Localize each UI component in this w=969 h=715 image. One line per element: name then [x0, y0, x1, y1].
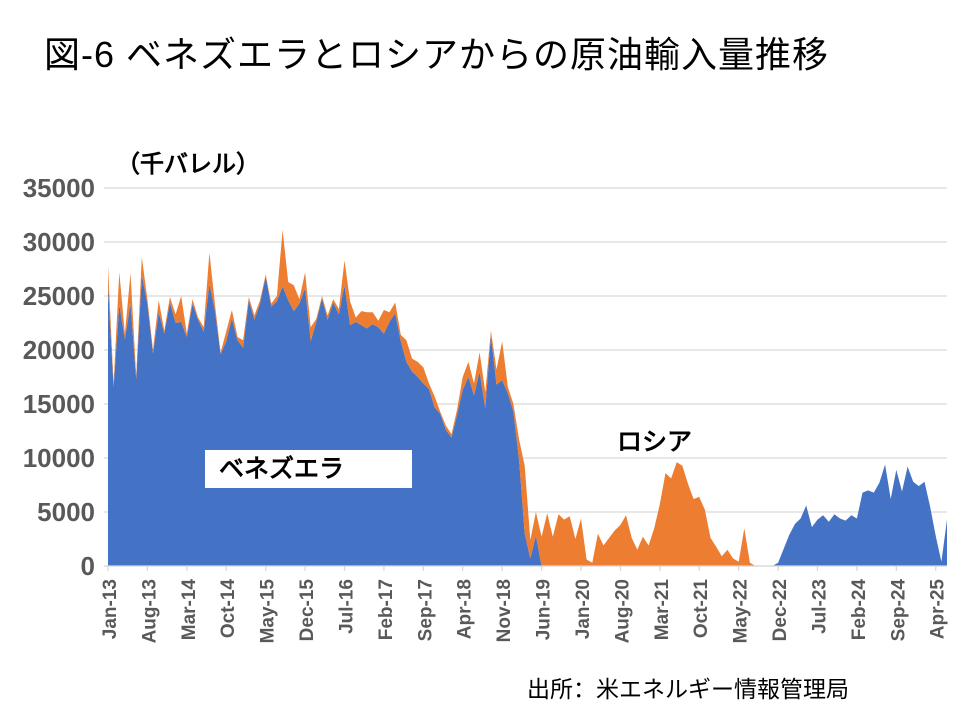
x-tick-label: Mar-21: [652, 579, 673, 641]
y-tick-label: 30000: [23, 227, 95, 257]
x-tick-label: Jul-16: [336, 579, 357, 634]
page-title: 図-6 ベネズエラとロシアからの原油輸入量推移: [44, 34, 830, 75]
series-label-russia: ロシア: [617, 428, 693, 456]
x-axis-ticks: [107, 566, 937, 571]
x-tick-label: Jan-13: [100, 579, 121, 639]
x-axis-tick-labels: Jan-13 Aug-13 Mar-14 Oct-14 May-15 Dec-15 Jul-…: [100, 579, 949, 644]
x-tick-label: Dec-22: [770, 579, 791, 641]
x-tick-label: Feb-24: [849, 579, 870, 641]
x-tick-label: Apr-25: [928, 579, 949, 640]
x-tick-label: May-15: [258, 579, 279, 644]
y-tick-label: 20000: [23, 335, 95, 365]
x-tick-label: Mar-14: [179, 579, 200, 641]
x-tick-label: Jan-20: [573, 579, 594, 639]
y-tick-label: 25000: [23, 281, 95, 311]
x-tick-label: Sep-17: [415, 579, 436, 641]
area-venezuela: [108, 275, 947, 566]
y-tick-label: 5000: [37, 497, 95, 527]
x-tick-label: Sep-24: [888, 579, 909, 642]
area-russia: [108, 230, 947, 566]
y-axis-tick-labels: 0 5000 10000 15000 20000 25000 30000 35000: [23, 173, 95, 581]
x-tick-label: Nov-18: [494, 579, 515, 642]
x-tick-label: Oct-21: [691, 579, 712, 639]
y-tick-label: 15000: [23, 389, 95, 419]
x-tick-label: May-22: [731, 579, 752, 643]
source-note: 出所：米エネルギー情報管理局: [527, 676, 849, 702]
x-tick-label: Dec-15: [297, 579, 318, 642]
x-tick-label: Aug-13: [139, 579, 160, 643]
x-tick-label: Apr-18: [455, 579, 476, 639]
y-axis-unit-label: （千バレル）: [116, 151, 260, 178]
x-tick-label: Jun-19: [534, 579, 555, 640]
x-tick-label: Oct-14: [218, 579, 239, 639]
y-tick-label: 0: [81, 551, 95, 581]
x-tick-label: Feb-17: [376, 579, 397, 640]
x-tick-label: Aug-20: [612, 579, 633, 643]
series-label-venezuela: ベネズエラ: [205, 450, 412, 488]
y-tick-label: 10000: [23, 443, 95, 473]
y-tick-label: 35000: [23, 173, 95, 203]
x-tick-label: Jul-23: [809, 579, 830, 634]
